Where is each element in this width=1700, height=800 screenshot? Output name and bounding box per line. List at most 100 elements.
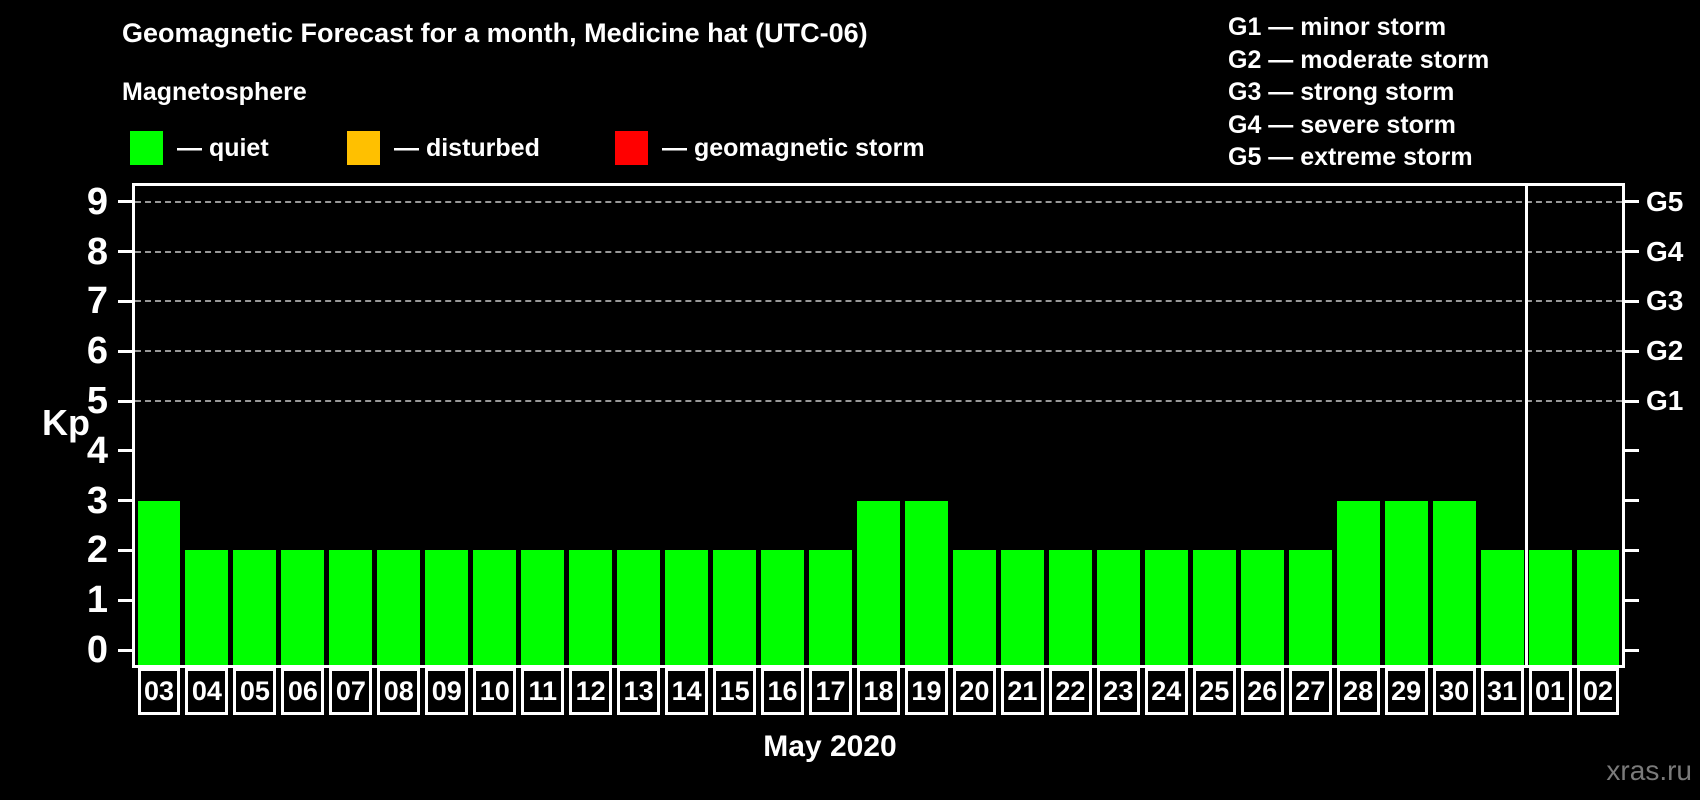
bar-day-14 bbox=[665, 550, 709, 665]
bar-day-03 bbox=[137, 500, 181, 665]
y-tick-label-7: 7 bbox=[86, 280, 108, 323]
bar-day-27 bbox=[1288, 550, 1332, 665]
legend-label-disturbed: — disturbed bbox=[394, 133, 540, 162]
bar-day-15 bbox=[713, 550, 757, 665]
x-label-12: 12 bbox=[569, 668, 613, 715]
legend-swatch-quiet bbox=[130, 131, 163, 165]
y-tick-left-2 bbox=[118, 548, 132, 552]
bar-day-28 bbox=[1336, 500, 1380, 665]
bar-day-05 bbox=[233, 550, 277, 665]
x-label-07: 07 bbox=[329, 668, 373, 715]
y-tick-label-6: 6 bbox=[86, 330, 108, 373]
bar-day-17 bbox=[809, 550, 852, 665]
y-tick-left-1 bbox=[118, 598, 132, 602]
y-tick-right-0 bbox=[1625, 648, 1639, 652]
legend-swatch-geomagnetic-storm bbox=[615, 131, 648, 165]
x-label-08: 08 bbox=[377, 668, 421, 715]
bar-day-10 bbox=[473, 550, 517, 665]
watermark: xras.ru bbox=[1606, 755, 1692, 786]
page-title: Geomagnetic Forecast for a month, Medici… bbox=[122, 18, 868, 48]
y-tick-label-9: 9 bbox=[86, 180, 108, 223]
x-label-23: 23 bbox=[1096, 668, 1140, 715]
g-axis-label-G1: G1 bbox=[1646, 385, 1684, 416]
x-label-02: 02 bbox=[1576, 668, 1620, 715]
legend-swatch-disturbed bbox=[347, 131, 380, 165]
x-label-06: 06 bbox=[281, 668, 325, 715]
y-tick-left-7 bbox=[118, 299, 132, 303]
bar-day-25 bbox=[1192, 550, 1236, 665]
x-label-15: 15 bbox=[713, 668, 757, 715]
x-label-30: 30 bbox=[1432, 668, 1476, 715]
bar-day-23 bbox=[1096, 550, 1140, 665]
y-tick-right-4 bbox=[1625, 449, 1639, 453]
g-axis-label-G3: G3 bbox=[1646, 285, 1684, 317]
bar-day-16 bbox=[761, 550, 805, 665]
bar-day-31 bbox=[1480, 550, 1524, 665]
x-label-21: 21 bbox=[1000, 668, 1044, 715]
legend-item-quiet: — quiet bbox=[130, 131, 269, 165]
x-label-26: 26 bbox=[1240, 668, 1284, 715]
y-tick-left-3 bbox=[118, 499, 132, 503]
x-label-18: 18 bbox=[857, 668, 900, 715]
bar-day-18 bbox=[857, 500, 900, 665]
y-tick-left-5 bbox=[118, 399, 132, 403]
g-axis-label-G2: G2 bbox=[1646, 335, 1684, 367]
x-label-22: 22 bbox=[1048, 668, 1092, 715]
y-tick-label-8: 8 bbox=[86, 230, 108, 273]
y-tick-label-3: 3 bbox=[86, 479, 108, 522]
x-label-17: 17 bbox=[809, 668, 852, 715]
y-tick-right-9 bbox=[1625, 200, 1639, 204]
x-label-16: 16 bbox=[761, 668, 805, 715]
x-label-27: 27 bbox=[1288, 668, 1332, 715]
bar-day-01 bbox=[1528, 550, 1572, 665]
bar-day-11 bbox=[521, 550, 565, 665]
y-tick-label-4: 4 bbox=[86, 429, 108, 472]
y-tick-left-0 bbox=[118, 648, 132, 652]
x-label-05: 05 bbox=[233, 668, 277, 715]
bar-day-08 bbox=[377, 550, 421, 665]
gridline-kp-5 bbox=[135, 400, 1622, 402]
y-tick-right-1 bbox=[1625, 598, 1639, 602]
x-label-31: 31 bbox=[1480, 668, 1524, 715]
gridline-kp-8 bbox=[135, 250, 1622, 253]
y-tick-right-8 bbox=[1625, 250, 1639, 254]
x-label-10: 10 bbox=[473, 668, 517, 715]
bar-day-12 bbox=[569, 550, 613, 665]
legend-item-geomagnetic-storm: — geomagnetic storm bbox=[615, 131, 925, 165]
x-label-25: 25 bbox=[1192, 668, 1236, 715]
plot-area: 0 1 2 3 4 5 G1 6 G2 7 G3 8 G4 9 G5 bbox=[87, 181, 1684, 671]
y-tick-label-2: 2 bbox=[86, 529, 108, 572]
g-scale-legend-item-g3: G3 — strong storm bbox=[1228, 78, 1455, 106]
x-label-01: 01 bbox=[1528, 668, 1572, 715]
y-tick-left-8 bbox=[118, 250, 132, 254]
y-axis-title: Kp bbox=[42, 402, 90, 443]
bar-day-26 bbox=[1240, 550, 1284, 665]
bar-day-29 bbox=[1384, 500, 1428, 665]
x-label-24: 24 bbox=[1144, 668, 1188, 715]
y-tick-left-6 bbox=[118, 349, 132, 353]
x-label-29: 29 bbox=[1384, 668, 1428, 715]
g-scale-legend-item-g4: G4 — severe storm bbox=[1228, 110, 1456, 139]
bar-day-19 bbox=[904, 500, 948, 665]
plot-box bbox=[132, 183, 1625, 668]
bar-day-06 bbox=[281, 550, 325, 665]
bar-day-13 bbox=[617, 550, 661, 665]
g-axis-label-G5: G5 bbox=[1646, 185, 1684, 217]
y-tick-right-6 bbox=[1625, 349, 1639, 353]
x-label-11: 11 bbox=[521, 668, 565, 715]
bar-day-24 bbox=[1144, 550, 1188, 665]
legend-item-disturbed: — disturbed bbox=[347, 131, 540, 165]
legend-label-geomagnetic-storm: — geomagnetic storm bbox=[662, 133, 925, 162]
y-tick-right-5 bbox=[1625, 399, 1639, 403]
bar-day-20 bbox=[952, 550, 996, 665]
y-tick-right-2 bbox=[1625, 548, 1639, 552]
magnetosphere-label: Magnetosphere bbox=[122, 78, 307, 106]
x-label-20: 20 bbox=[952, 668, 996, 715]
bar-day-21 bbox=[1000, 550, 1044, 665]
x-label-04: 04 bbox=[185, 668, 229, 715]
y-tick-label-0: 0 bbox=[86, 629, 108, 671]
y-tick-left-9 bbox=[118, 200, 132, 204]
gridline-kp-9 bbox=[135, 200, 1622, 203]
y-tick-right-3 bbox=[1625, 499, 1639, 503]
